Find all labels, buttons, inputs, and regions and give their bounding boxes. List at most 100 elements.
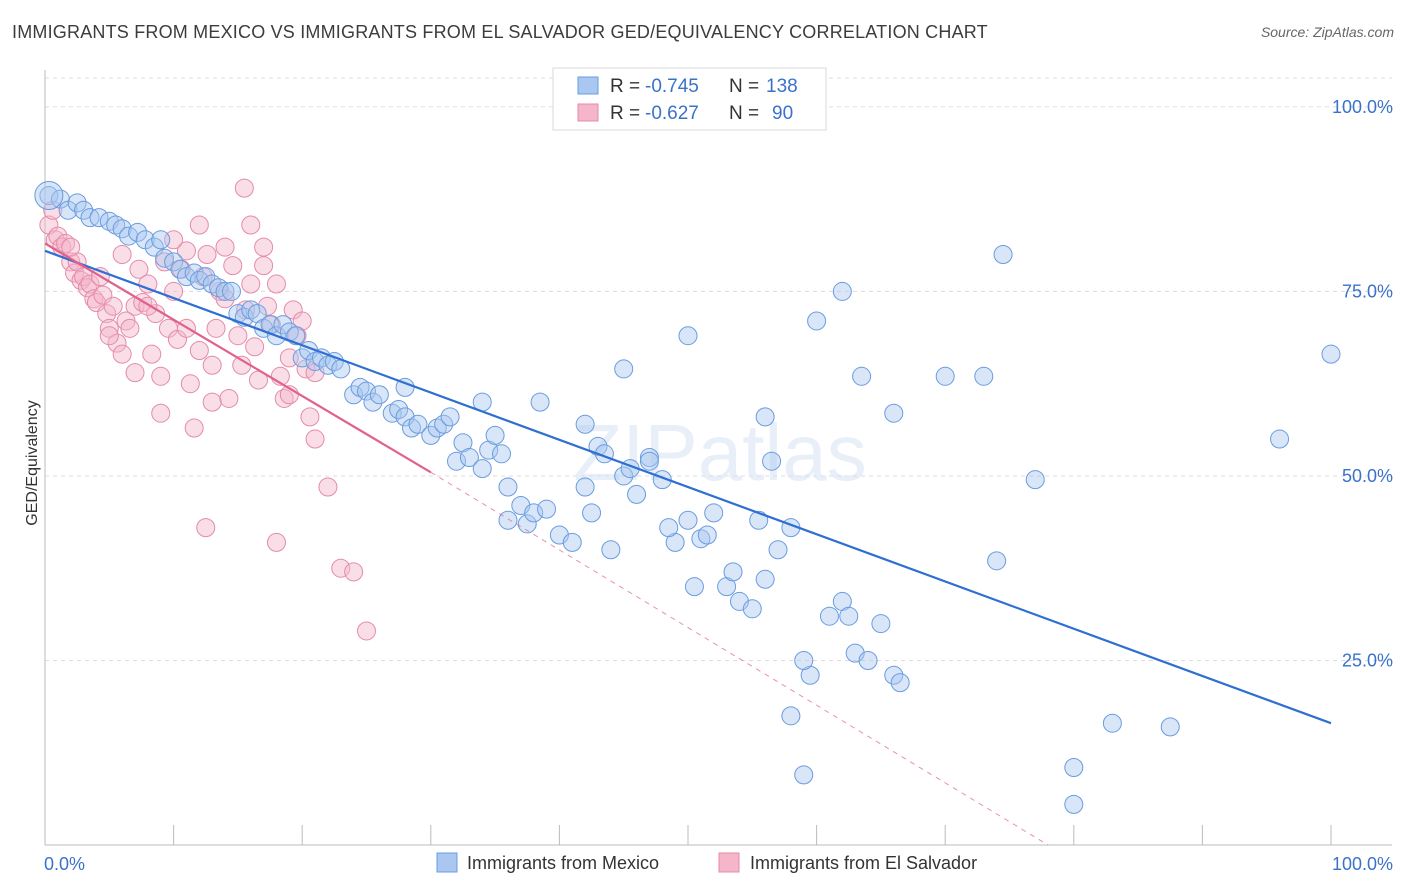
mexico-point xyxy=(807,311,827,331)
chart-title: IMMIGRANTS FROM MEXICO VS IMMIGRANTS FRO… xyxy=(12,22,988,42)
mexico-point xyxy=(819,606,839,626)
mexico-points xyxy=(34,180,1341,814)
el-salvador-point xyxy=(112,344,132,364)
watermark: ZIPatlas xyxy=(573,408,866,497)
series-legend: Immigrants from Mexico Immigrants from E… xyxy=(436,852,977,873)
mexico-point xyxy=(832,281,852,301)
el-salvador-point xyxy=(176,241,196,261)
mexico-point xyxy=(241,300,261,320)
mexico-point xyxy=(794,765,814,785)
el-salvador-point xyxy=(125,363,145,383)
el-salvador-point xyxy=(80,274,100,294)
el-salvador-point xyxy=(228,326,248,346)
el-salvador-point xyxy=(56,233,76,253)
mexico-point xyxy=(128,222,148,242)
mexico-point xyxy=(884,403,904,423)
el-salvador-point xyxy=(241,215,261,235)
el-salvador-point xyxy=(180,374,200,394)
mexico-trend-line xyxy=(44,249,1332,725)
mexico-point xyxy=(659,518,679,538)
mexico-point xyxy=(614,466,634,486)
mexico-point xyxy=(389,400,409,420)
mexico-point xyxy=(987,551,1007,571)
el-salvador-point xyxy=(48,226,68,246)
mexico-point xyxy=(627,484,647,504)
y-axis-label: GED/Equivalency xyxy=(24,400,41,525)
el-salvador-point xyxy=(318,477,338,497)
y-tick-label: 25.0% xyxy=(1342,650,1393,670)
series-swatch-el-salvador xyxy=(718,852,740,873)
mexico-point xyxy=(39,185,59,205)
mexico-point xyxy=(755,569,775,589)
stats-legend: R = -0.745 N = 138 R = -0.627 N = 90 xyxy=(552,67,827,131)
mexico-point xyxy=(537,499,557,519)
mexico-point xyxy=(1102,713,1122,733)
el-salvador-point xyxy=(215,289,235,309)
el-salvador-point xyxy=(202,392,222,412)
mexico-point xyxy=(196,267,216,287)
mexico-point xyxy=(639,451,659,471)
mexico-point xyxy=(344,385,364,405)
legend-n-label: N = xyxy=(729,76,759,97)
mexico-point xyxy=(318,355,338,375)
mexico-point xyxy=(762,451,782,471)
y-tick-label: 75.0% xyxy=(1342,281,1393,301)
mexico-point xyxy=(852,366,872,386)
mexico-point xyxy=(858,650,878,670)
mexico-point xyxy=(498,510,518,530)
mexico-point xyxy=(678,326,698,346)
mexico-point xyxy=(781,706,801,726)
mexico-point xyxy=(768,540,788,560)
mexico-point xyxy=(440,407,460,427)
mexico-point xyxy=(447,451,467,471)
mexico-point xyxy=(993,245,1013,265)
el-salvador-point xyxy=(357,621,376,641)
mexico-point xyxy=(427,418,447,438)
legend-n-label: N = xyxy=(729,103,759,124)
el-salvador-point xyxy=(266,274,286,294)
series-swatch-mexico xyxy=(436,852,458,873)
el-salvador-point xyxy=(219,388,239,408)
mexico-point xyxy=(434,414,454,434)
mexico-point xyxy=(935,366,955,386)
el-salvador-point xyxy=(245,337,265,357)
mexico-point xyxy=(890,673,910,693)
mexico-point xyxy=(794,650,814,670)
mexico-point xyxy=(112,219,132,239)
el-salvador-point xyxy=(241,274,261,294)
el-salvador-point xyxy=(234,178,254,198)
el-salvador-point xyxy=(266,532,286,552)
el-salvador-point xyxy=(196,518,216,538)
mexico-point xyxy=(151,230,171,250)
legend-r-value-el-salvador: -0.627 xyxy=(645,103,699,124)
mexico-point xyxy=(209,278,229,298)
mexico-point xyxy=(871,614,891,634)
mexico-point xyxy=(601,540,621,560)
legend-r-label: R = xyxy=(610,76,640,97)
el-salvador-point xyxy=(103,296,123,316)
el-salvador-point xyxy=(112,245,132,265)
el-salvador-point xyxy=(202,355,222,375)
x-tick-label: 100.0% xyxy=(1332,854,1393,874)
y-tick-label: 100.0% xyxy=(1332,97,1393,117)
el-salvador-point xyxy=(189,340,209,360)
mexico-point xyxy=(691,529,711,549)
mexico-point xyxy=(485,425,505,445)
el-salvador-point xyxy=(300,407,320,427)
mexico-point xyxy=(34,180,64,210)
el-salvador-point xyxy=(254,256,274,276)
el-salvador-point xyxy=(223,256,243,276)
el-salvador-point xyxy=(215,237,235,257)
series-label-el-salvador: Immigrants from El Salvador xyxy=(750,853,977,873)
mexico-point xyxy=(704,503,724,523)
mexico-point xyxy=(839,606,859,626)
mexico-point xyxy=(408,414,428,434)
el-salvador-point xyxy=(274,388,294,408)
mexico-point xyxy=(492,444,512,464)
legend-r-label: R = xyxy=(610,103,640,124)
tick-labels: 100.0% 75.0% 50.0% 25.0% 0.0% 100.0% xyxy=(44,97,1393,874)
mexico-point xyxy=(357,381,376,401)
el-salvador-point xyxy=(99,326,119,346)
el-salvador-point xyxy=(77,278,97,298)
mexico-point xyxy=(382,403,402,423)
